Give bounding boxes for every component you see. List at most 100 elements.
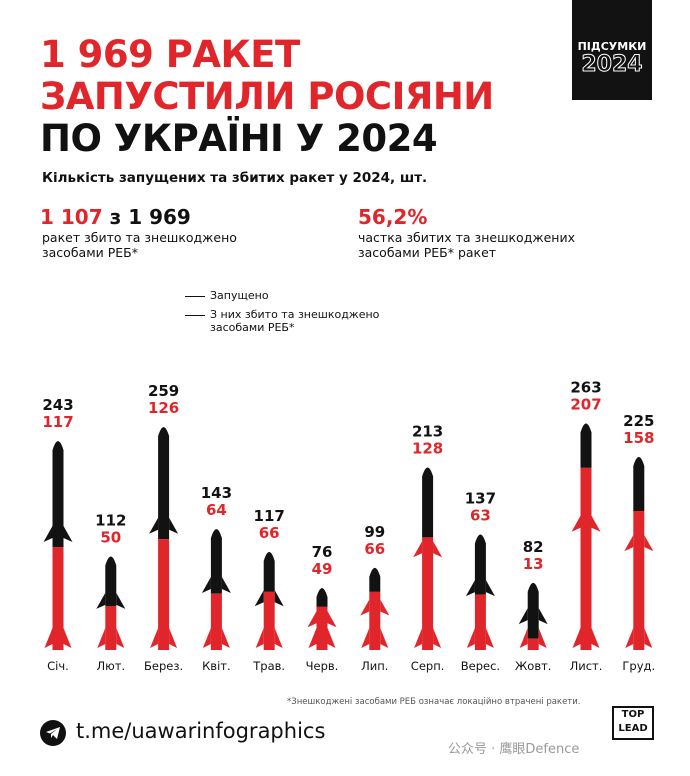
intercepted-value-label: 49: [312, 560, 333, 578]
missile-intercepted-body: [52, 547, 64, 650]
missile-launched-body: [105, 556, 117, 606]
missile-intercepted-body: [527, 638, 539, 650]
missile-tail-fin: [538, 628, 547, 648]
missile-intercepted-body: [422, 537, 434, 650]
stat-intercepted-caption: ракет збито та знешкоджено засобами РЕБ*: [42, 230, 237, 260]
missile-tail-fin: [97, 628, 106, 648]
missile-tail-fin: [572, 628, 581, 648]
missile-launched-body: [263, 552, 275, 592]
stat-intercepted-value: 1 107: [40, 205, 103, 229]
title-line-3: ПО УКРАЇНІ У 2024: [40, 117, 438, 160]
missile-tail-fin: [255, 628, 264, 648]
missile-fin: [518, 608, 528, 625]
missile-fin: [63, 525, 73, 542]
missile-launched-body: [422, 467, 434, 538]
launched-value-label: 213: [412, 423, 443, 441]
missile-tail-fin: [44, 628, 53, 648]
month-label: Груд.: [622, 659, 655, 673]
summary-badge: ПІДСУМКИ 2024: [572, 0, 652, 100]
launched-value-label: 263: [570, 379, 601, 397]
missile-launched-body: [580, 423, 592, 468]
launched-value-label: 137: [465, 489, 496, 507]
month-label: Черв.: [306, 659, 339, 673]
toplead-logo-1: TOP: [621, 709, 645, 720]
missile-tail-fin: [202, 628, 211, 648]
missile-tail-fin: [644, 628, 653, 648]
title-line-2: ЗАПУСТИЛИ РОСІЯНИ: [40, 75, 494, 118]
missile-tail-fin: [625, 628, 634, 648]
missile-launched-body: [210, 529, 222, 594]
month-label: Квіт.: [202, 659, 231, 673]
intercepted-value-label: 64: [206, 501, 227, 519]
missile-intercepted-body: [369, 591, 381, 650]
launched-value-label: 117: [254, 507, 285, 525]
month-label: Січ.: [47, 659, 69, 673]
toplead-logo-2: LEAD: [618, 723, 648, 734]
missile-fin: [644, 535, 654, 552]
launched-value-label: 225: [623, 412, 654, 430]
month-label: Лют.: [96, 659, 125, 673]
launched-value-label: 82: [523, 538, 544, 556]
missile-tail-fin: [466, 628, 475, 648]
missile-fin: [149, 517, 159, 534]
missile-tail-fin: [116, 628, 125, 648]
stat-share-caption-2: засобами РЕБ* ракет: [358, 245, 497, 260]
month-label: Трав.: [252, 659, 285, 673]
missile-fin: [201, 577, 211, 594]
missile-launched-body: [633, 457, 645, 511]
stat-intercepted-total: 1 107 з 1 969: [40, 205, 191, 229]
missile-fin: [96, 592, 106, 609]
missile-launched-body: [158, 427, 170, 540]
launched-value-label: 243: [42, 396, 73, 414]
legend-intercepted-2: засобами РЕБ*: [210, 321, 295, 334]
launched-value-label: 99: [364, 523, 385, 541]
missile-tail-fin: [327, 628, 336, 648]
stat-share: 56,2%: [358, 205, 427, 229]
missile-fin: [591, 515, 601, 532]
stat-total-value: 1 969: [128, 205, 191, 229]
intercepted-value-label: 126: [148, 399, 179, 417]
missile-fin: [485, 580, 495, 597]
missile-fin: [169, 517, 179, 534]
intercepted-value-label: 128: [412, 440, 443, 458]
telegram-link[interactable]: t.me/uawarinfographics: [76, 719, 326, 743]
stat-share-caption: частка збитих та знешкоджених засобами Р…: [358, 230, 575, 260]
badge-label: ПІДСУМКИ: [577, 40, 647, 53]
missile-tail-fin: [414, 628, 423, 648]
missile-fin: [327, 611, 337, 628]
month-label: Жовт.: [515, 659, 552, 673]
missile-launched-body: [369, 567, 381, 592]
missile-fin: [307, 611, 317, 628]
month-label: Лист.: [570, 659, 603, 673]
missile-tail-fin: [274, 628, 283, 648]
chart-subtitle: Кількість запущених та збитих ракет у 20…: [42, 170, 428, 186]
missile-tail-fin: [380, 628, 389, 648]
missile-launched-body: [316, 588, 328, 607]
legend-launched-leader: [185, 296, 205, 297]
intercepted-value-label: 63: [470, 506, 491, 524]
missile-fin: [43, 525, 53, 542]
month-label: Лип.: [361, 659, 388, 673]
missile-tail-fin: [63, 628, 72, 648]
missile-intercepted-body: [633, 510, 645, 650]
launched-value-label: 76: [312, 543, 333, 561]
watermark: 公众号 · 鹰眼Defence: [448, 742, 580, 757]
missile-fin: [274, 590, 284, 607]
title-line-1: 1 969 РАКЕТ: [40, 33, 300, 76]
missile-intercepted-body: [316, 606, 328, 650]
missile-fin: [221, 577, 231, 594]
intercepted-value-label: 66: [259, 524, 280, 542]
missile-fin: [465, 580, 475, 597]
stat-of-word: з: [102, 205, 129, 229]
launched-value-label: 112: [95, 511, 126, 529]
footnote: *Знешкоджені засобами РЕБ означає локаці…: [287, 697, 581, 707]
stat-share-value: 56,2%: [358, 205, 428, 229]
intercepted-value-label: 158: [623, 429, 654, 447]
missile-tail-fin: [361, 628, 370, 648]
missile-fin: [380, 599, 390, 616]
month-label: Берез.: [144, 659, 183, 673]
legend-intercepted: З них збито та знешкоджено засобами РЕБ*: [210, 308, 379, 334]
missile-chart: 243117Січ.11250Лют.259126Берез.14364Квіт…: [42, 379, 655, 673]
legend-intercepted-leader: [185, 315, 205, 316]
missile-launched-body: [527, 582, 539, 639]
